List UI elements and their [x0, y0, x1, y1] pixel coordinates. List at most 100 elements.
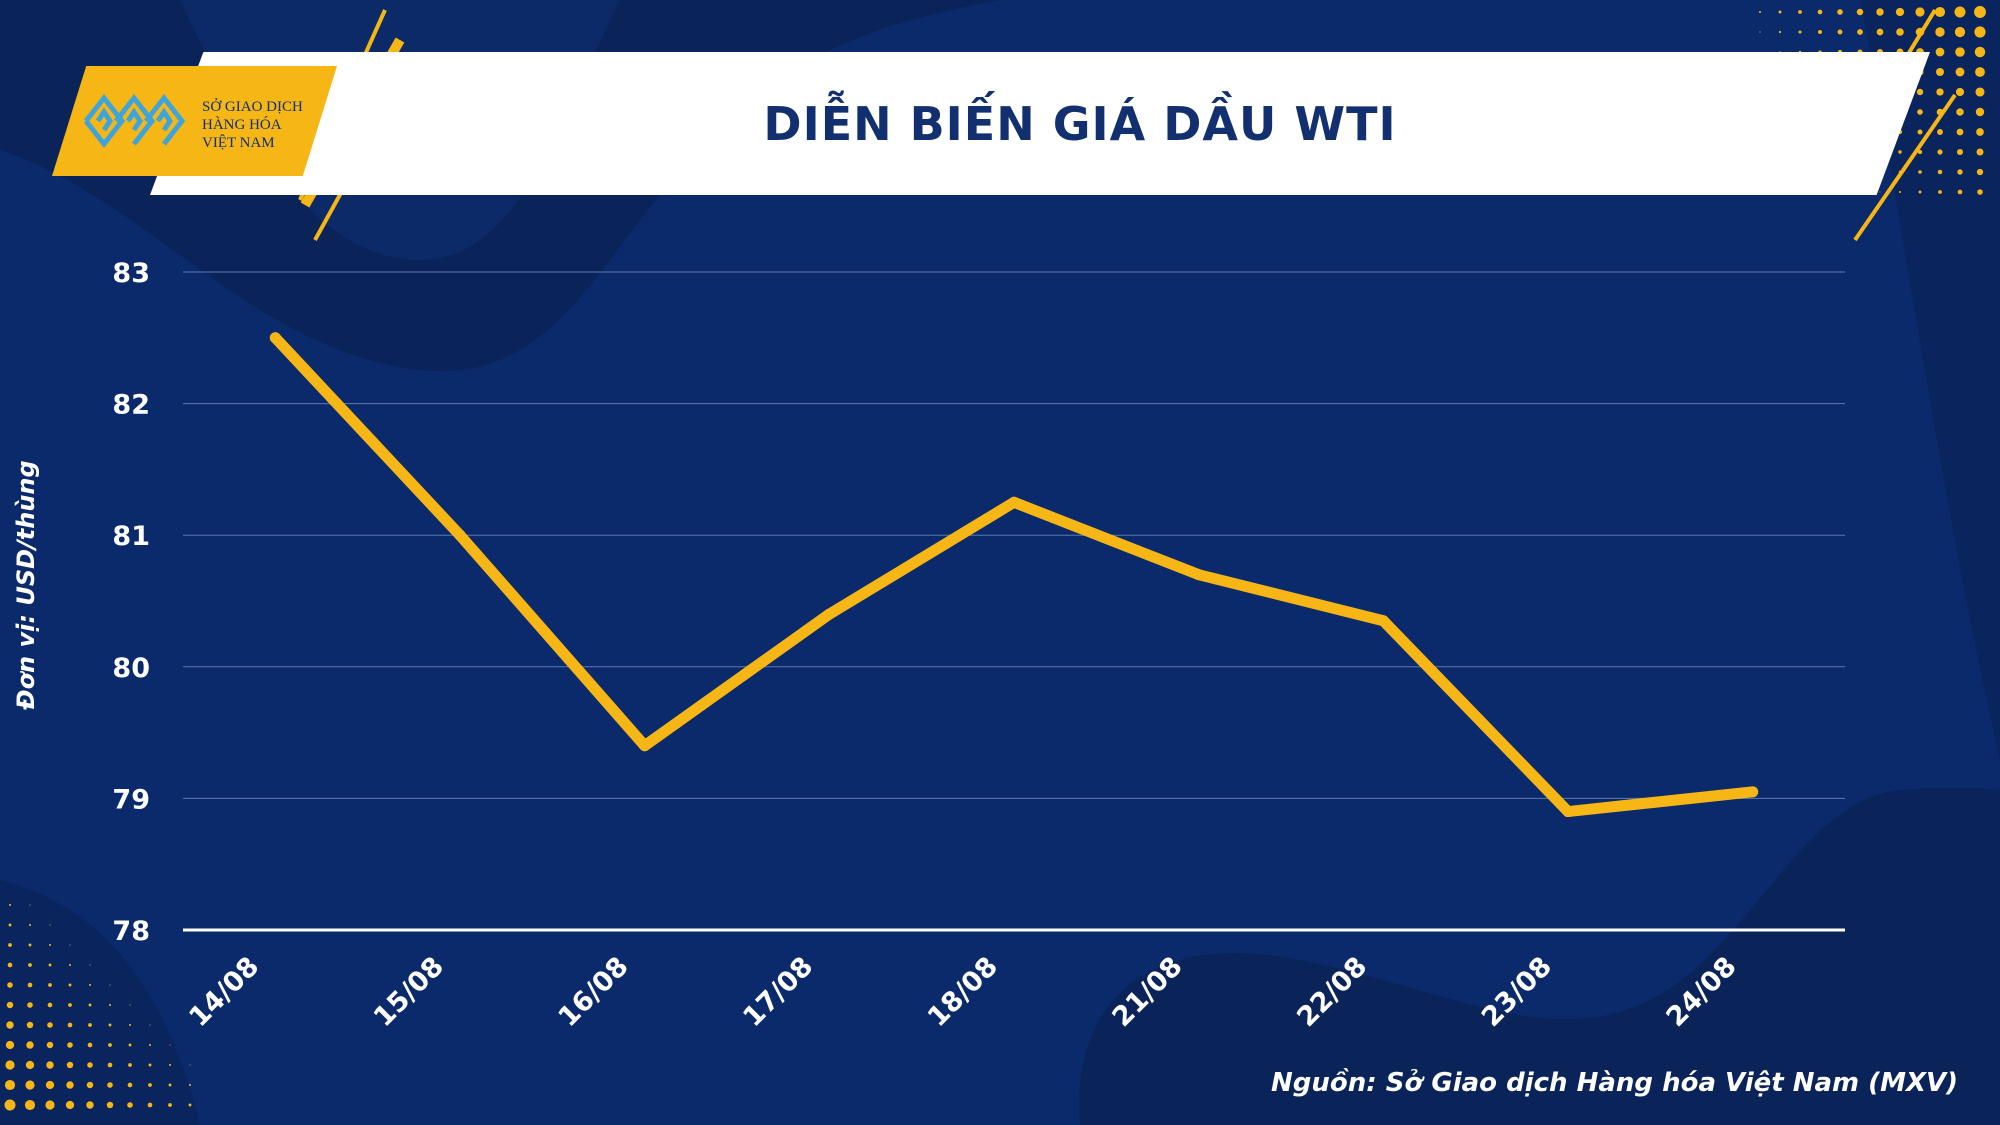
decor-dot: [1818, 30, 1822, 34]
decor-dot: [67, 1022, 73, 1028]
decor-dot: [68, 1003, 72, 1007]
decor-dot: [45, 1080, 55, 1090]
decor-dot: [48, 983, 52, 987]
decor-dot: [107, 1062, 113, 1068]
decor-dot: [1976, 168, 1984, 176]
decor-dot: [47, 1002, 53, 1008]
decor-dot: [1975, 67, 1985, 77]
decor-dot: [128, 1063, 132, 1067]
decor-dot: [1879, 191, 1881, 193]
data-point: [1008, 496, 1020, 508]
decor-dot: [69, 944, 71, 946]
x-tick-label: 16/08: [553, 951, 635, 1033]
decor-dot: [86, 1101, 94, 1109]
decor-dot: [1976, 148, 1984, 156]
source-note: Nguồn: Sở Giao dịch Hàng hóa Việt Nam (M…: [1271, 1068, 1958, 1098]
decor-dot: [1974, 26, 1986, 38]
decor-dot: [1759, 31, 1761, 33]
decor-dot: [9, 904, 11, 906]
decor-dot: [1955, 47, 1965, 57]
decor-dot: [148, 1083, 152, 1087]
decor-dot: [1778, 10, 1782, 14]
decor-dot: [28, 963, 32, 967]
y-tick-label: 81: [112, 521, 150, 552]
data-point: [1193, 569, 1205, 581]
decor-dot: [148, 1063, 152, 1067]
data-point: [1377, 615, 1389, 627]
decor-dot: [127, 1102, 133, 1108]
decor-dot: [1876, 28, 1884, 36]
decor-dot: [87, 1042, 93, 1048]
data-point: [1747, 786, 1759, 798]
decor-dot: [6, 1001, 14, 1009]
decor-dot: [1917, 109, 1923, 115]
decor-dot: [1936, 88, 1944, 96]
x-tick-label: 18/08: [922, 951, 1004, 1033]
decor-dot: [109, 1004, 111, 1006]
decor-dot: [29, 904, 31, 906]
decor-dot: [107, 1082, 113, 1088]
decor-dot: [1937, 169, 1943, 175]
logo-icon: [84, 93, 186, 149]
decor-dot: [1975, 87, 1985, 97]
decor-dot: [189, 1084, 191, 1086]
x-axis-ticks: 14/08 15/08 16/08 17/08 18/08 21/08 22/08 23/08…: [183, 951, 1742, 1033]
decor-dot: [106, 1101, 114, 1109]
decor-dot: [7, 962, 13, 968]
decor-dot: [66, 1081, 74, 1089]
decor-dot: [1975, 107, 1985, 117]
decor-dot: [24, 1099, 36, 1111]
decor-dot: [129, 1004, 131, 1006]
decor-dot: [109, 984, 111, 986]
gridlines: [183, 271, 1845, 932]
decor-dot: [1896, 28, 1904, 36]
decor-dot: [1798, 10, 1802, 14]
decor-dot: [1935, 27, 1945, 37]
decor-dot: [86, 1081, 94, 1089]
decor-dot: [89, 984, 91, 986]
decor-dot: [1957, 189, 1963, 195]
decor-dot: [49, 924, 51, 926]
decor-dot: [168, 1103, 172, 1107]
decor-dot: [89, 964, 91, 966]
x-tick-label: 15/08: [368, 951, 450, 1033]
decor-dot: [1954, 26, 1966, 38]
decor-dot: [127, 1082, 133, 1088]
decor-dot: [168, 1083, 172, 1087]
x-tick-label: 21/08: [1107, 951, 1189, 1033]
decor-dot: [1856, 8, 1864, 16]
decor-dot: [1837, 29, 1843, 35]
decor-dot: [25, 1060, 35, 1070]
decor-dot: [1915, 7, 1925, 17]
y-tick-label: 82: [112, 390, 150, 421]
decor-dot: [1957, 169, 1963, 175]
decor-dot: [149, 1024, 151, 1026]
data-point: [823, 608, 835, 620]
decor-dot: [129, 1024, 131, 1026]
decor-dot: [47, 1022, 53, 1028]
decor-dot: [108, 1023, 112, 1027]
decor-dot: [7, 982, 13, 988]
decor-dot: [46, 1061, 54, 1069]
decor-dot: [68, 983, 72, 987]
logo-line: HÀNG HÓA: [202, 117, 282, 133]
decor-dot: [147, 1102, 153, 1108]
decor-dot: [88, 1003, 92, 1007]
decor-dot: [1937, 129, 1943, 135]
decor-dot: [46, 1041, 54, 1049]
decor-dot: [1798, 30, 1802, 34]
decor-dot: [27, 982, 33, 988]
x-tick-label: 22/08: [1291, 951, 1373, 1033]
decor-dot: [108, 1043, 112, 1047]
series-line-wti: [269, 332, 1759, 818]
decor-dot: [28, 943, 32, 947]
decor-dot: [4, 1079, 16, 1091]
decor-dot: [87, 1062, 93, 1068]
logo-line: SỞ GIAO DỊCH: [202, 99, 303, 115]
decor-dot: [1936, 68, 1944, 76]
y-tick-label: 79: [112, 784, 150, 815]
decor-dot: [1937, 149, 1943, 155]
decor-dot: [1976, 128, 1984, 136]
data-point: [454, 529, 466, 541]
